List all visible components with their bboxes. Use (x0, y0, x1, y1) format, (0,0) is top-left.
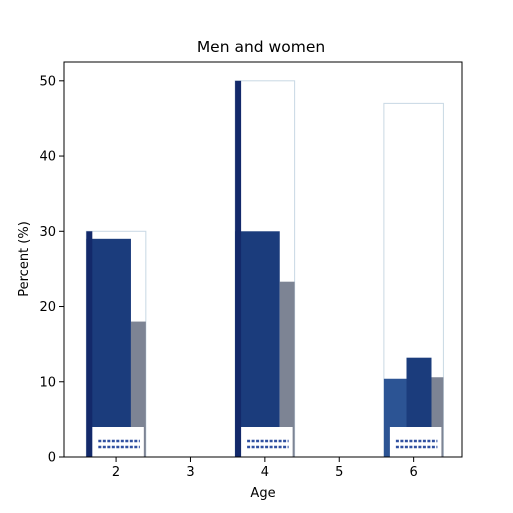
x-tick-label: 2 (112, 465, 120, 480)
bar-group-6 (383, 102, 444, 458)
y-tick-label: 10 (39, 375, 56, 390)
bar-segment (86, 238, 131, 457)
chart-title: Men and women (197, 38, 325, 56)
bar-segment (130, 321, 146, 457)
bar-edge (235, 80, 242, 458)
x-axis-title: Age (250, 486, 275, 501)
y-tick-label: 40 (39, 150, 56, 165)
bars-layer (85, 80, 444, 458)
y-tick-label: 0 (48, 451, 56, 466)
x-tick-label: 6 (410, 465, 418, 480)
y-tick-label: 30 (39, 225, 56, 240)
bar-segment (431, 377, 444, 457)
x-tick-label: 4 (261, 465, 269, 480)
bar-group-4 (234, 80, 296, 458)
y-axis: 0 10 20 30 40 50 (39, 74, 64, 466)
x-tick-label: 5 (335, 465, 343, 480)
bar-segment (235, 231, 280, 457)
y-tick-label: 20 (39, 300, 56, 315)
bar-group-2 (85, 230, 147, 458)
x-tick-label: 3 (186, 465, 194, 480)
bar-edge (86, 231, 93, 457)
y-axis-title: Percent (%) (17, 221, 32, 297)
plot-frame (63, 61, 463, 458)
x-axis: 2 3 4 5 6 (112, 457, 418, 480)
bar-segment (279, 281, 295, 457)
y-tick-label: 50 (39, 74, 56, 89)
